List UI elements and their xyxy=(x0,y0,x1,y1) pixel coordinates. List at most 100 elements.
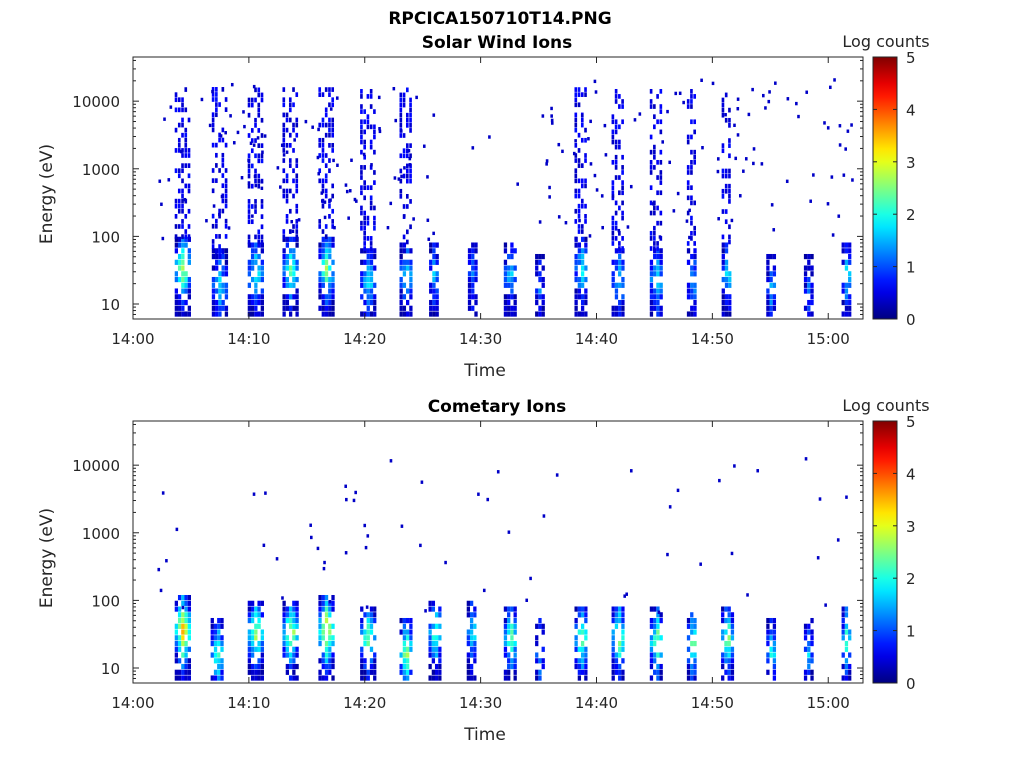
heatmap-cell xyxy=(686,294,691,300)
heatmap-cell xyxy=(409,128,412,133)
heatmap-cell xyxy=(321,311,325,317)
heatmap-cell xyxy=(282,253,286,260)
heatmap-cell xyxy=(331,224,335,229)
heatmap-cell xyxy=(292,127,295,133)
heatmap-cell xyxy=(730,551,734,556)
heatmap-cell xyxy=(721,617,725,624)
heatmap-cell xyxy=(373,294,377,300)
heatmap-cell xyxy=(577,229,581,234)
heatmap-cell xyxy=(318,594,322,601)
heatmap-cell xyxy=(220,663,224,670)
heatmap-cell xyxy=(751,87,754,92)
heatmap-cell xyxy=(611,640,615,647)
heatmap-cell xyxy=(580,294,585,300)
heatmap-cell xyxy=(328,253,332,260)
heatmap-cell xyxy=(614,99,618,104)
heatmap-cell xyxy=(686,282,691,288)
heatmap-cell xyxy=(224,265,229,271)
heatmap-cell xyxy=(177,137,181,143)
heatmap-cell xyxy=(321,178,325,184)
heatmap-cell xyxy=(577,675,582,681)
heatmap-cell xyxy=(721,234,725,240)
heatmap-cell xyxy=(611,305,615,311)
heatmap-cell xyxy=(730,629,735,635)
heatmap-cell xyxy=(181,208,184,214)
heatmap-cell xyxy=(247,239,251,245)
heatmap-cell xyxy=(467,294,472,300)
heatmap-cell xyxy=(469,629,474,635)
heatmap-cell xyxy=(510,271,514,277)
heatmap-cell xyxy=(659,175,663,180)
heatmap-cell xyxy=(292,265,296,271)
heatmap-cell xyxy=(373,225,376,231)
heatmap-cell xyxy=(215,178,218,183)
heatmap-cell xyxy=(324,122,328,128)
heatmap-cell xyxy=(260,224,264,230)
heatmap-cell xyxy=(618,305,622,311)
heatmap-cell xyxy=(405,229,409,235)
heatmap-cell xyxy=(402,259,407,265)
heatmap-cell xyxy=(285,305,290,311)
heatmap-cell xyxy=(177,646,182,652)
heatmap-cell xyxy=(187,606,191,612)
heatmap-cell xyxy=(577,158,581,163)
heatmap-cell xyxy=(649,276,654,283)
heatmap-cell xyxy=(728,299,732,306)
heatmap-cell xyxy=(252,143,256,147)
heatmap-cell xyxy=(295,229,299,234)
heatmap-cell xyxy=(577,87,581,92)
heatmap-cell xyxy=(181,276,185,283)
heatmap-cell xyxy=(577,92,581,97)
heatmap-cell xyxy=(803,282,808,288)
heatmap-cell xyxy=(844,147,847,151)
heatmap-cell xyxy=(724,640,728,647)
heatmap-cell xyxy=(295,288,299,294)
heatmap-cell xyxy=(837,214,841,218)
heatmap-cell xyxy=(611,139,615,145)
heatmap-cell xyxy=(693,675,697,681)
heatmap-cell xyxy=(174,203,178,209)
heatmap-cell xyxy=(324,259,329,265)
heatmap-cell xyxy=(282,629,286,635)
heatmap-cell xyxy=(321,629,325,635)
heatmap-cell xyxy=(174,635,179,641)
heatmap-cell xyxy=(618,230,621,236)
heatmap-cell xyxy=(215,259,219,265)
heatmap-cell xyxy=(538,311,542,317)
heatmap-cell xyxy=(174,198,178,204)
heatmap-cell xyxy=(690,94,693,99)
heatmap-cell xyxy=(288,305,293,311)
heatmap-cell xyxy=(724,299,729,306)
heatmap-cell xyxy=(332,158,335,163)
heatmap-cell xyxy=(690,149,693,155)
heatmap-cell xyxy=(474,294,478,300)
heatmap-cell xyxy=(311,125,314,129)
heatmap-cell xyxy=(373,299,377,306)
heatmap-cell xyxy=(841,652,845,658)
heatmap-cell xyxy=(288,102,292,108)
heatmap-cell xyxy=(807,282,811,288)
heatmap-cell xyxy=(618,265,622,271)
heatmap-cell xyxy=(402,629,407,635)
heatmap-cell xyxy=(322,566,326,571)
heatmap-cell xyxy=(177,253,182,260)
heatmap-cell xyxy=(257,271,261,277)
heatmap-cell xyxy=(211,311,216,317)
heatmap-cell xyxy=(848,669,852,675)
heatmap-cell xyxy=(399,311,403,317)
heatmap-cell xyxy=(699,562,702,566)
heatmap-cell xyxy=(580,122,584,128)
heatmap-cell xyxy=(184,623,188,629)
heatmap-cell xyxy=(686,134,690,140)
heatmap-cell xyxy=(318,617,322,624)
heatmap-cell xyxy=(288,640,293,647)
heatmap-cell xyxy=(399,153,403,159)
heatmap-cell xyxy=(187,288,191,294)
heatmap-cell xyxy=(467,248,472,254)
heatmap-cell xyxy=(211,117,215,123)
heatmap-cell xyxy=(405,265,410,271)
heatmap-cell xyxy=(724,646,728,652)
heatmap-cell xyxy=(181,288,185,294)
heatmap-cell xyxy=(363,230,366,236)
heatmap-cell xyxy=(474,259,478,265)
